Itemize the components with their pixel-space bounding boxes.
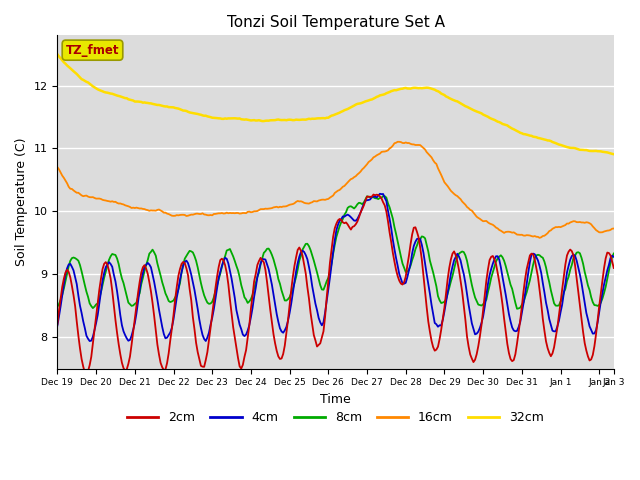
8cm <box>610 251 618 256</box>
2cm <box>486 257 493 263</box>
8cm <box>484 289 492 295</box>
2cm <box>370 192 378 197</box>
2cm <box>520 289 527 295</box>
2cm <box>215 264 223 270</box>
32cm <box>557 142 564 148</box>
Line: 2cm: 2cm <box>58 194 614 372</box>
16cm <box>484 219 492 225</box>
2cm <box>81 370 89 375</box>
16cm <box>610 226 618 231</box>
4cm <box>376 191 384 197</box>
X-axis label: Time: Time <box>320 393 351 406</box>
16cm <box>518 232 525 238</box>
4cm <box>518 311 525 316</box>
16cm <box>536 235 543 241</box>
8cm <box>54 304 61 310</box>
Legend: 2cm, 4cm, 8cm, 16cm, 32cm: 2cm, 4cm, 8cm, 16cm, 32cm <box>122 406 549 429</box>
8cm <box>380 193 387 199</box>
2cm <box>610 265 618 271</box>
Line: 4cm: 4cm <box>58 194 614 341</box>
16cm <box>213 211 221 216</box>
8cm <box>560 289 568 295</box>
16cm <box>516 232 524 238</box>
32cm <box>54 51 61 57</box>
Line: 16cm: 16cm <box>58 142 614 238</box>
32cm <box>483 113 490 119</box>
4cm <box>54 323 61 328</box>
32cm <box>213 115 221 121</box>
16cm <box>54 164 61 170</box>
8cm <box>518 302 525 308</box>
4cm <box>486 272 493 278</box>
4cm <box>215 275 223 281</box>
2cm <box>54 321 61 327</box>
8cm <box>150 250 158 255</box>
4cm <box>560 291 568 297</box>
Line: 8cm: 8cm <box>58 196 614 309</box>
8cm <box>513 306 521 312</box>
4cm <box>610 254 618 260</box>
8cm <box>520 300 527 306</box>
Line: 32cm: 32cm <box>58 54 614 154</box>
16cm <box>150 208 158 214</box>
32cm <box>515 129 522 135</box>
4cm <box>152 288 159 294</box>
Y-axis label: Soil Temperature (C): Soil Temperature (C) <box>15 138 28 266</box>
2cm <box>152 328 159 334</box>
2cm <box>518 304 525 310</box>
32cm <box>150 101 158 107</box>
32cm <box>610 151 618 157</box>
4cm <box>86 338 93 344</box>
4cm <box>520 301 527 307</box>
32cm <box>516 130 524 136</box>
2cm <box>560 275 568 280</box>
16cm <box>560 223 568 228</box>
Text: TZ_fmet: TZ_fmet <box>66 44 119 57</box>
Title: Tonzi Soil Temperature Set A: Tonzi Soil Temperature Set A <box>227 15 445 30</box>
16cm <box>394 139 401 144</box>
8cm <box>213 283 221 288</box>
